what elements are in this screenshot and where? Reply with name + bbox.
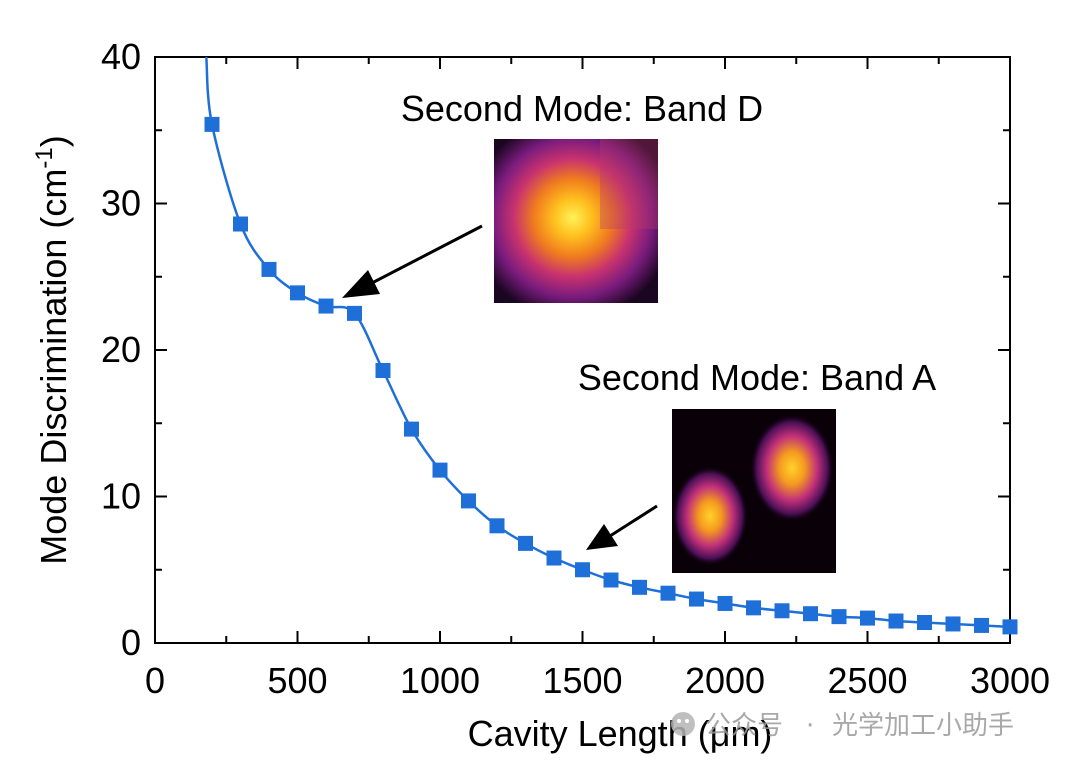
wechat-icon — [671, 712, 695, 736]
data-point-marker — [974, 617, 989, 633]
annotation-band-a-label: Second Mode: Band A — [578, 357, 936, 398]
data-point-marker — [632, 579, 647, 595]
data-point-marker — [518, 535, 533, 551]
x-tick-label: 2000 — [685, 660, 765, 701]
data-point-marker — [318, 298, 334, 314]
x-tick-label: 1000 — [400, 660, 480, 701]
data-point-marker — [1002, 619, 1018, 635]
data-point-marker — [347, 305, 362, 321]
x-tick-label: 3000 — [970, 660, 1050, 701]
y-axis-title: Mode Discrimination (cm-1) — [31, 135, 74, 564]
data-point-marker — [917, 614, 932, 630]
watermark-separator: · — [806, 711, 814, 741]
data-point-marker — [774, 603, 790, 619]
data-point-marker — [803, 606, 818, 622]
x-tick-label: 0 — [145, 660, 165, 701]
data-point-marker — [233, 216, 248, 232]
tick-labels: 0 500 1000 1500 2000 2500 3000 0 10 20 30 40 — [101, 36, 1050, 701]
inset-band-a-mode-image — [672, 409, 836, 573]
data-point-marker — [546, 550, 562, 566]
x-tick-label: 500 — [267, 660, 327, 701]
inset-band-d-mode-image — [494, 139, 658, 303]
watermark: 公众号 · 光学加工小助手 — [671, 711, 1014, 741]
x-tick-label: 2500 — [827, 660, 907, 701]
y-axis-title-sup: -1 — [31, 147, 58, 168]
data-point-marker — [432, 462, 448, 478]
y-tick-label: 10 — [101, 476, 141, 517]
data-point-marker — [261, 261, 277, 277]
annotation-band-d-arrow — [342, 224, 483, 298]
y-tick-label: 20 — [101, 329, 141, 370]
data-point-marker — [831, 609, 847, 625]
data-point-marker — [860, 610, 875, 626]
data-point-marker — [204, 116, 220, 132]
x-axis-title: Cavity Length (μm) — [468, 713, 773, 754]
data-point-marker — [945, 616, 961, 632]
data-point-marker — [689, 591, 704, 607]
data-point-marker — [888, 613, 904, 629]
data-point-marker — [375, 363, 391, 379]
data-point-marker — [489, 518, 505, 534]
y-axis-title-main: Mode Discrimination (cm — [33, 169, 74, 565]
data-point-marker — [660, 585, 676, 601]
annotation-band-d-label: Second Mode: Band D — [401, 88, 763, 129]
x-tick-label: 1500 — [542, 660, 622, 701]
annotation-band-a-arrow — [586, 504, 658, 550]
watermark-brand: 公众号 — [705, 711, 783, 741]
series-markers — [204, 116, 1018, 635]
data-point-marker — [290, 285, 305, 301]
data-point-marker — [575, 562, 590, 578]
axis-ticks — [154, 56, 1011, 644]
data-point-marker — [746, 600, 761, 616]
data-point-marker — [461, 493, 476, 509]
data-point-marker — [717, 595, 733, 611]
y-tick-label: 40 — [101, 36, 141, 77]
y-tick-label: 0 — [121, 622, 141, 663]
y-tick-label: 30 — [101, 183, 141, 224]
watermark-text: 光学加工小助手 — [832, 711, 1014, 741]
data-point-marker — [404, 421, 419, 437]
y-axis-title-close: ) — [33, 135, 74, 147]
data-point-marker — [603, 572, 619, 588]
